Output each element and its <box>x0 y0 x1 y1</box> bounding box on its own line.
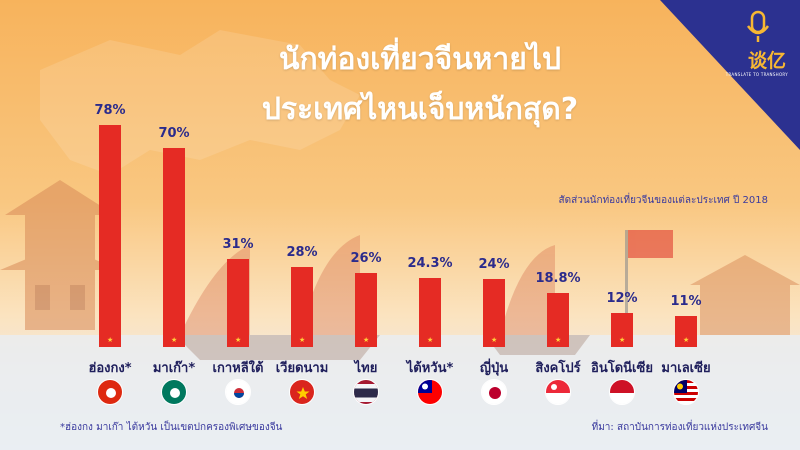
bar-star-icon: ★ <box>619 336 626 344</box>
value-label: 26% <box>350 250 382 266</box>
category-label: ฮ่องกง* <box>88 361 132 376</box>
value-label: 24.3% <box>407 255 453 271</box>
malaysia-flag-icon <box>673 379 699 405</box>
value-label: 28% <box>286 245 318 261</box>
category-label: ไทย <box>354 361 378 376</box>
bar <box>227 258 249 347</box>
bar <box>99 124 121 347</box>
logo-text: 谈亿 <box>747 50 786 72</box>
bar <box>355 272 377 347</box>
singapore-flag-icon <box>545 379 571 405</box>
logo-subtext: TRANSLATE TO TRANSHORY <box>725 72 788 77</box>
category-label: ไต้หวัน* <box>406 361 454 376</box>
hong-kong-flag-icon <box>97 379 123 405</box>
microphone-icon <box>746 10 770 42</box>
category-label: สิงคโปร์ <box>535 361 581 376</box>
taiwan-flag-icon <box>417 379 443 405</box>
value-label: 11% <box>670 293 702 309</box>
bar-star-icon: ★ <box>107 336 114 344</box>
footnote: *ฮ่องกง มาเก๊า ไต้หวัน เป็นเขตปกครองพิเศ… <box>60 422 283 433</box>
bar-star-icon: ★ <box>555 336 562 344</box>
value-label: 24% <box>478 256 510 272</box>
bar-star-icon: ★ <box>299 336 306 344</box>
bar <box>675 315 697 347</box>
value-label: 31% <box>222 236 254 252</box>
value-label: 18.8% <box>535 271 581 287</box>
category-label: ญี่ปุ่น <box>479 361 509 376</box>
south-korea-flag-icon <box>225 379 251 405</box>
bar <box>291 267 313 347</box>
category-label: มาเก๊า* <box>152 361 196 376</box>
bar-star-icon: ★ <box>363 336 370 344</box>
bar-star-icon: ★ <box>235 336 242 344</box>
indonesia-flag-icon <box>609 379 635 405</box>
bar-star-icon: ★ <box>491 336 498 344</box>
chart-subtitle: สัดส่วนนักท่องเที่ยวจีนของแต่ละประเทศ ปี… <box>558 195 768 206</box>
bar <box>483 278 505 347</box>
category-label: เวียดนาม <box>275 361 329 376</box>
bar <box>547 293 569 347</box>
bar <box>611 312 633 347</box>
thailand-flag-icon <box>353 379 379 405</box>
title-line-1: นักท่องเที่ยวจีนหายไป <box>279 42 561 77</box>
flag-pole <box>625 230 673 340</box>
source-note: ที่มา: สถาบันการท่องเที่ยวแห่งประเทศจีน <box>591 422 768 433</box>
category-label: มาเลเซีย <box>661 361 711 376</box>
macau-flag-icon <box>161 379 187 405</box>
corner-banner <box>660 0 800 150</box>
category-label: เกาหลีใต้ <box>212 361 264 376</box>
title-line-2: ประเทศไหนเจ็บหนักสุด? <box>261 92 579 127</box>
value-label: 78% <box>94 102 126 118</box>
pagoda <box>0 180 120 330</box>
bar-star-icon: ★ <box>683 336 690 344</box>
bar <box>163 147 185 347</box>
water <box>0 335 800 450</box>
right-pagoda <box>690 255 800 335</box>
category-label: อินโดนีเซีย <box>591 361 653 376</box>
bar-star-icon: ★ <box>171 336 178 344</box>
value-label: 70% <box>158 125 190 141</box>
value-label: 12% <box>606 290 638 306</box>
logo: 谈亿 TRANSLATE TO TRANSHORY <box>680 0 800 112</box>
bar <box>419 277 441 347</box>
bar-star-icon: ★ <box>427 336 434 344</box>
vietnam-flag-icon <box>289 379 315 405</box>
japan-flag-icon <box>481 379 507 405</box>
